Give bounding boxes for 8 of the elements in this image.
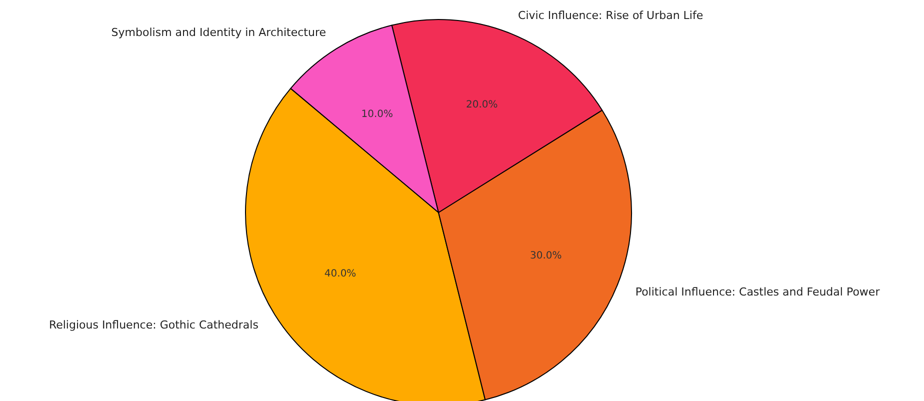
data-label: 30.0% [530, 250, 562, 262]
slice-label: Religious Influence: Gothic Cathedrals [48, 318, 259, 332]
data-label: 20.0% [466, 100, 498, 111]
slice-label: Civic Influence: Rise of Urban Life [518, 9, 704, 22]
data-label: 10.0% [361, 108, 394, 120]
slice-label: Political Influence: Castles and Feudal Power [635, 286, 880, 299]
data-label: 40.0% [324, 268, 356, 280]
slice-label: Symbolism and Identity in Architecture [111, 26, 326, 39]
